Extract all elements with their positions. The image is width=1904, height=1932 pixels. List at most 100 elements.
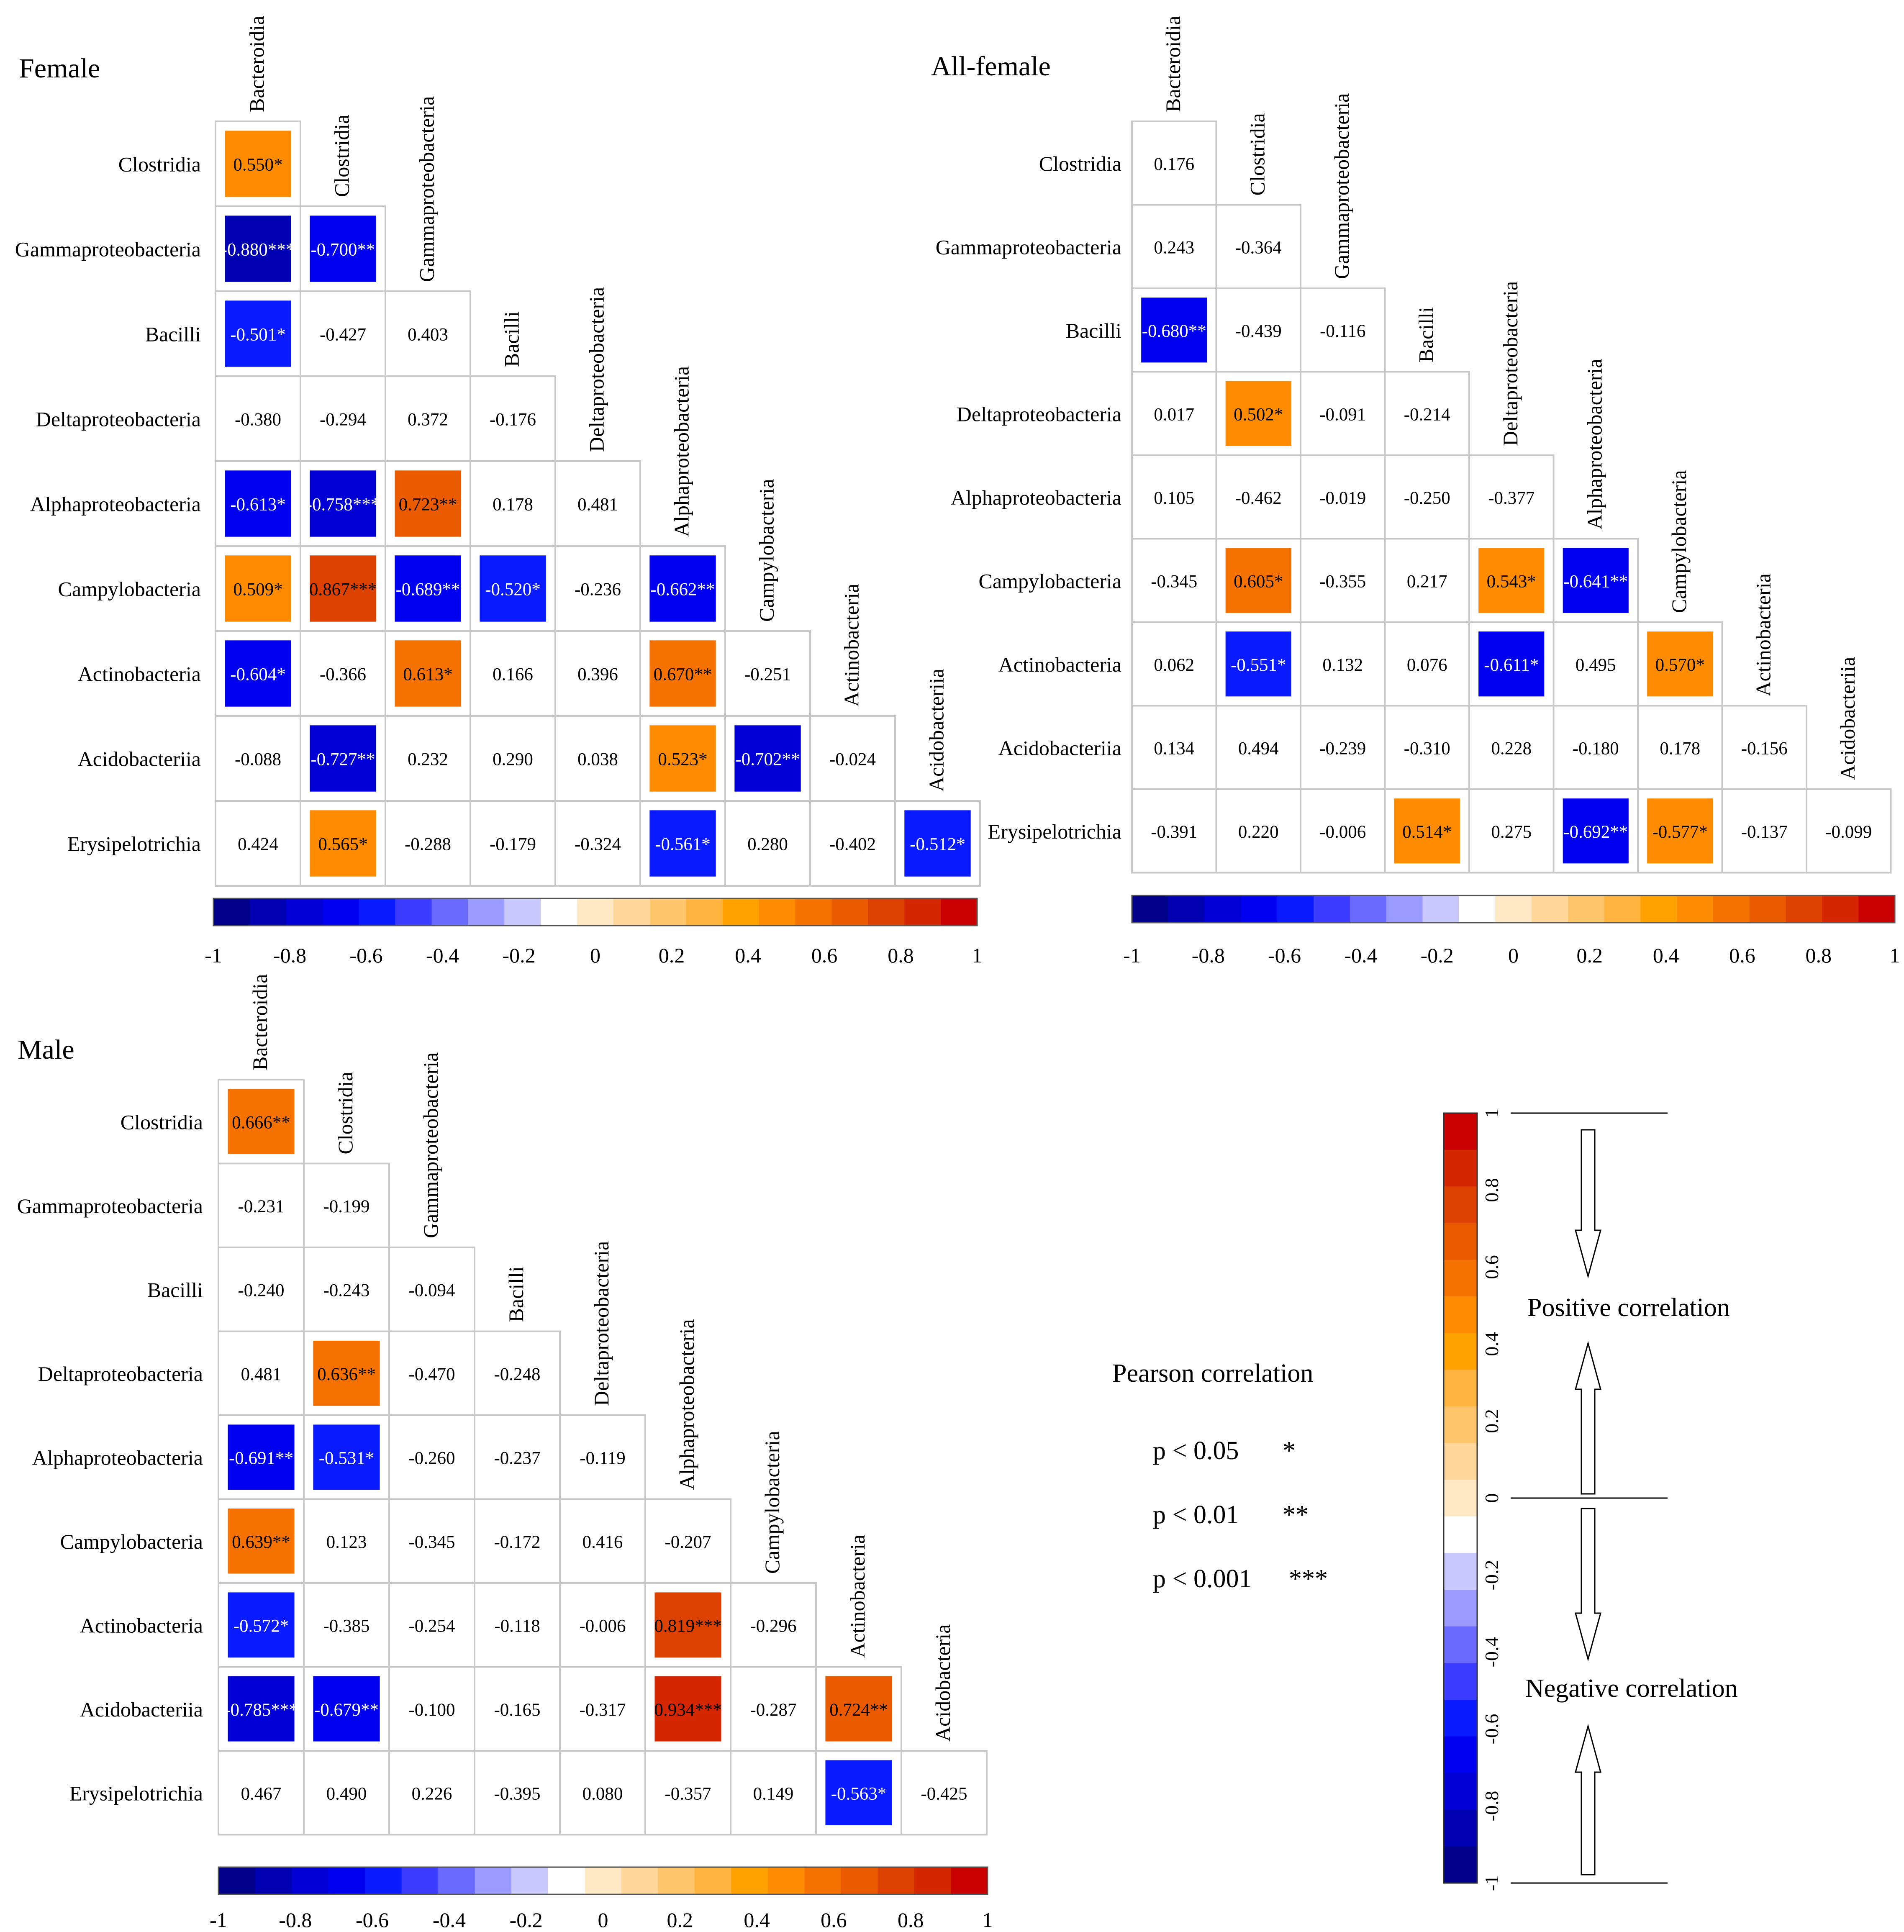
- legend-title: Pearson correlation: [1112, 1359, 1313, 1388]
- colorbar-swatch: [548, 1867, 585, 1894]
- cell-value-label: -0.317: [579, 1700, 626, 1720]
- cell-value-label: -0.137: [1741, 822, 1788, 842]
- cell-value-label: -0.118: [494, 1616, 540, 1636]
- colorbar-tick-label: 1: [983, 1908, 993, 1932]
- cell-value-label: -0.006: [1319, 822, 1366, 842]
- cell-value-label: 0.605*: [1234, 572, 1283, 591]
- cell-value-label: 0.543*: [1487, 572, 1536, 591]
- cell-value-label: 0.723**: [399, 495, 457, 515]
- cell-value-label: 0.017: [1154, 405, 1194, 424]
- colorbar-tick-label: 0.8: [1805, 944, 1832, 967]
- colorbar-swatch: [759, 898, 795, 926]
- cell-value-label: -0.207: [665, 1532, 711, 1552]
- heatmap-cell: [218, 1330, 305, 1416]
- cell-value-label: -0.462: [1235, 488, 1282, 508]
- vertical-colorbar-tick: -0.6: [1481, 1714, 1502, 1745]
- colorbar-swatch: [1604, 895, 1641, 923]
- cell-value-label: 0.467: [241, 1784, 282, 1804]
- row-label: Acidobacteriia: [80, 1698, 203, 1721]
- vertical-colorbar-swatch: [1444, 1260, 1477, 1297]
- cell-value-label: -0.563*: [831, 1784, 887, 1804]
- cell-value-label: 0.080: [582, 1784, 623, 1804]
- cell-value-label: -0.641**: [1563, 572, 1628, 591]
- colorbar-swatch: [1495, 895, 1532, 923]
- cell-value-label: -0.679**: [314, 1700, 379, 1720]
- colorbar-swatch: [1640, 895, 1677, 923]
- significance-square: [228, 1424, 295, 1490]
- colorbar-swatch: [468, 898, 505, 926]
- colorbar: -1 -0.8 -0.6 -0.4 -0.2 0 0.2 0.4 0.6 0.8 1: [210, 1866, 993, 1932]
- cell-value-label: -0.288: [405, 835, 451, 854]
- heatmap-cell: [809, 715, 896, 802]
- positive-correlation-label: Positive correlation: [1527, 1293, 1730, 1322]
- cell-value-label: -0.512*: [910, 835, 965, 854]
- significance-square: [654, 1676, 721, 1742]
- colorbar-swatch: [359, 898, 396, 926]
- colorbar-swatch: [914, 1867, 951, 1894]
- colorbar-swatch: [613, 898, 650, 926]
- cell-value-label: -0.165: [494, 1700, 540, 1720]
- heatmap-cell: [1384, 705, 1470, 790]
- colorbar-swatch: [1677, 895, 1714, 923]
- cell-value-label: -0.251: [744, 665, 791, 685]
- cell-value-label: -0.239: [1319, 739, 1366, 758]
- colorbar-swatch: [511, 1867, 549, 1894]
- heatmap-cell: [554, 715, 641, 802]
- cell-value-label: 0.494: [1238, 739, 1279, 758]
- cell-value-label: 0.514*: [1402, 822, 1452, 842]
- colorbar-swatch: [904, 898, 941, 926]
- cell-value-label: -0.088: [235, 750, 281, 770]
- vertical-colorbar-tick: 0.4: [1481, 1332, 1502, 1356]
- cell-value-label: 0.290: [493, 750, 533, 770]
- column-label: Acidobacteriia: [925, 669, 948, 792]
- colorbar-tick-label: 0.6: [821, 1908, 847, 1932]
- significance-square: [228, 1592, 295, 1658]
- cell-value-label: -0.380: [235, 410, 281, 430]
- cell-value-label: -0.520*: [485, 580, 541, 600]
- significance-square: [734, 725, 801, 792]
- heatmap-cell: [1721, 705, 1807, 790]
- colorbar-swatch: [767, 1867, 805, 1894]
- column-label: Deltaproteobacteria: [590, 1241, 613, 1406]
- cell-value-label: -0.240: [238, 1280, 284, 1300]
- colorbar-tick-label: 0.2: [659, 944, 685, 967]
- heatmap-cell: [1468, 705, 1555, 790]
- heatmap-cell: [1131, 705, 1217, 790]
- cell-value-label: -0.099: [1825, 822, 1872, 842]
- cell-value-label: 0.819***: [654, 1616, 721, 1636]
- heatmap-cell: [1384, 621, 1470, 707]
- heatmap-cell: [1300, 371, 1386, 456]
- row-label: Deltaproteobacteria: [957, 402, 1121, 426]
- colorbar-swatch: [951, 1867, 988, 1894]
- significance-square: [1225, 631, 1291, 697]
- significance-square: [310, 555, 376, 622]
- vertical-colorbar-swatch: [1444, 1516, 1477, 1553]
- column-label: Campylobacteria: [1667, 470, 1691, 613]
- vertical-colorbar-swatch: [1444, 1406, 1477, 1444]
- heatmap-cell: [303, 1582, 390, 1668]
- heatmap-cell: [300, 375, 386, 462]
- colorbar-swatch: [322, 898, 359, 926]
- significance-square: [395, 640, 461, 707]
- cell-value-label: -0.250: [1404, 488, 1450, 508]
- cell-value-label: -0.116: [1320, 321, 1365, 341]
- heatmap-cell: [724, 800, 811, 887]
- column-label: Clostridia: [1245, 113, 1269, 195]
- significance-square: [395, 555, 461, 622]
- cell-value-label: 0.178: [1660, 739, 1700, 758]
- colorbar-swatch: [255, 1867, 292, 1894]
- colorbar-swatch: [438, 1867, 475, 1894]
- significance-square: [225, 216, 291, 282]
- cell-value-label: -0.310: [1404, 739, 1450, 758]
- arrow-up-icon: [1575, 1724, 1601, 1876]
- vertical-colorbar-swatch: [1444, 1553, 1477, 1590]
- heatmap-cell: [1300, 788, 1386, 874]
- row-label: Acidobacteriia: [78, 747, 201, 771]
- vertical-colorbar-swatch: [1444, 1333, 1477, 1370]
- column-label: Bacilli: [500, 311, 523, 367]
- vertical-colorbar-tick: 1: [1481, 1108, 1502, 1118]
- row-label: Campylobacteria: [978, 569, 1121, 593]
- column-label: Deltaproteobacteria: [585, 287, 608, 452]
- cell-value-label: -0.425: [921, 1784, 967, 1804]
- column-label: Alphaproteobacteria: [675, 1319, 698, 1490]
